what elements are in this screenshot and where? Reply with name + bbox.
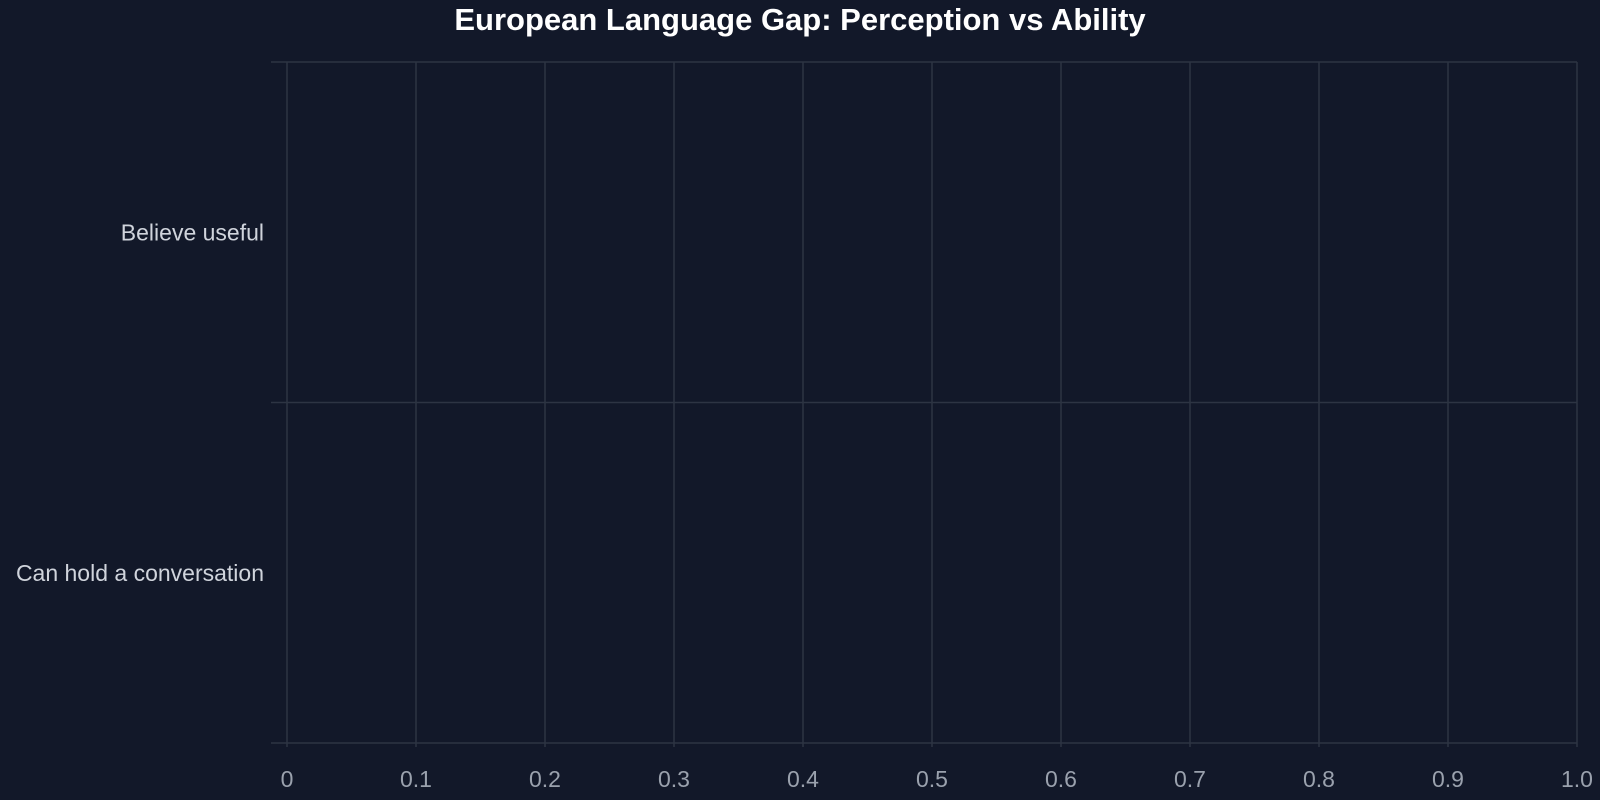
x-tick-label: 0 — [281, 766, 294, 792]
x-tick-label: 0.1 — [400, 766, 432, 792]
y-category-label: Believe useful — [121, 219, 264, 245]
x-tick-label: 0.7 — [1174, 766, 1206, 792]
chart-title: European Language Gap: Perception vs Abi… — [454, 2, 1146, 37]
x-tick-label: 0.4 — [787, 766, 819, 792]
x-tick-label: 0.2 — [529, 766, 561, 792]
x-tick-label: 0.5 — [916, 766, 948, 792]
x-tick-label: 0.9 — [1432, 766, 1464, 792]
x-tick-label: 1.0 — [1561, 766, 1593, 792]
x-tick-label: 0.3 — [658, 766, 690, 792]
x-tick-label: 0.6 — [1045, 766, 1077, 792]
y-category-label: Can hold a conversation — [16, 560, 264, 586]
x-tick-label: 0.8 — [1303, 766, 1335, 792]
